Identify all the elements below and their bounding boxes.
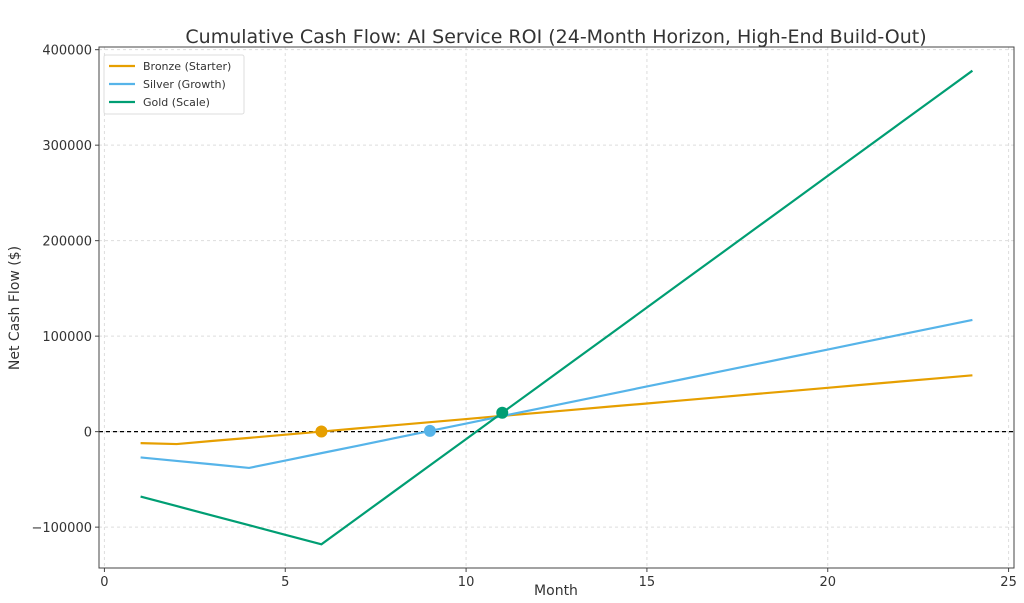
y-tick-label: 300000 — [42, 139, 92, 154]
y-axis-label: Net Cash Flow ($) — [7, 246, 23, 370]
y-tick-label: 0 — [84, 426, 92, 441]
y-tick-label: 400000 — [42, 44, 92, 59]
y-tick-label: 100000 — [42, 330, 92, 345]
x-tick-label: 15 — [639, 575, 656, 590]
series-line-0 — [140, 374, 973, 446]
breakeven-marker-2 — [496, 406, 509, 419]
breakeven-marker-1 — [423, 424, 436, 437]
legend: Bronze (Starter) Silver (Growth) Gold (Sca… — [103, 54, 245, 115]
plot-frame — [98, 46, 1015, 569]
axis-ticks: 0 5 10 15 20 25 −100000 0 100000 200000 300000 4000… — [31, 44, 1016, 590]
legend-box — [103, 54, 245, 115]
series-line-1 — [140, 318, 973, 470]
legend-label-1: Silver (Growth) — [143, 78, 226, 91]
x-tick-label: 0 — [100, 575, 108, 590]
x-axis-label: Month — [534, 583, 578, 599]
x-tick-label: 5 — [281, 575, 289, 590]
breakeven-markers — [315, 406, 509, 438]
breakeven-marker-0 — [315, 425, 328, 438]
x-tick-label: 20 — [819, 575, 836, 590]
grid — [99, 47, 1014, 568]
y-tick-label: 200000 — [42, 235, 92, 250]
series-lines — [99, 69, 1014, 546]
x-tick-label: 25 — [1000, 575, 1017, 590]
y-tick-label: −100000 — [31, 521, 92, 536]
series-line-2 — [140, 69, 974, 546]
x-tick-label: 10 — [458, 575, 475, 590]
legend-label-0: Bronze (Starter) — [143, 60, 231, 73]
legend-label-2: Gold (Scale) — [143, 96, 210, 109]
chart-title: Cumulative Cash Flow: AI Service ROI (24… — [185, 26, 926, 48]
